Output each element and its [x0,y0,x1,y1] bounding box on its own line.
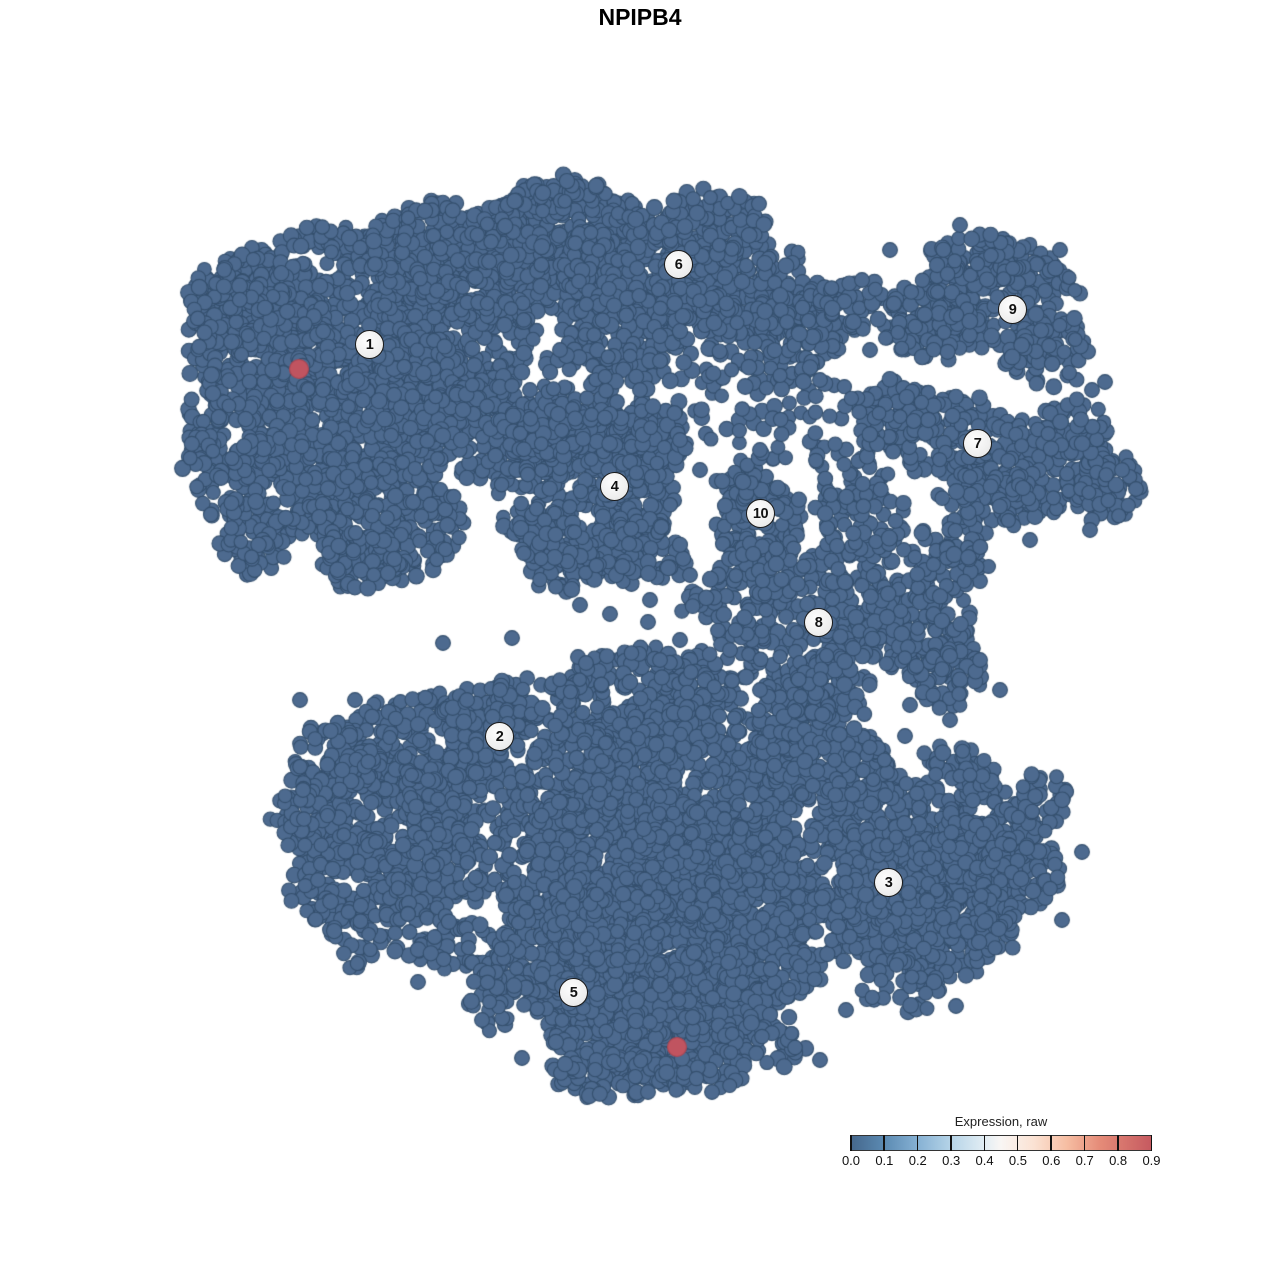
legend-title: Expression, raw [954,1114,1048,1129]
legend-tick-label: 0.9 [1142,1153,1161,1168]
legend-colorbar [850,1135,1152,1151]
legend-tick [983,1135,986,1151]
legend-tick [916,1135,919,1151]
legend-tick [850,1135,852,1151]
legend-tick [1150,1135,1152,1151]
legend-tick-label: 0.8 [1109,1153,1128,1168]
legend-tick [1016,1135,1019,1151]
cluster-label-10: 10 [746,499,775,528]
legend-tick-label: 0.3 [942,1153,961,1168]
legend-tick-label: 0.7 [1075,1153,1094,1168]
legend-tick-label: 0.1 [875,1153,894,1168]
legend-tick-label: 0.4 [975,1153,994,1168]
cluster-label-7: 7 [963,429,992,458]
cluster-label-4: 4 [600,472,629,501]
legend-tick-label: 0.6 [1042,1153,1061,1168]
cluster-label-9: 9 [998,295,1027,324]
legend-tick-label: 0.2 [908,1153,927,1168]
legend-tick [883,1135,885,1151]
cluster-label-5: 5 [559,978,588,1007]
legend-tick [1083,1135,1086,1151]
cluster-label-6: 6 [664,250,693,279]
legend-tick-label: 0.0 [841,1153,861,1168]
cluster-label-1: 1 [355,330,384,359]
cluster-label-3: 3 [874,868,903,897]
legend-tick [950,1135,952,1151]
legend-tick [1050,1135,1052,1151]
cluster-label-2: 2 [485,722,514,751]
legend-tick-label: 0.5 [1008,1153,1027,1168]
cluster-label-8: 8 [804,608,833,637]
legend-tick [1117,1135,1119,1151]
